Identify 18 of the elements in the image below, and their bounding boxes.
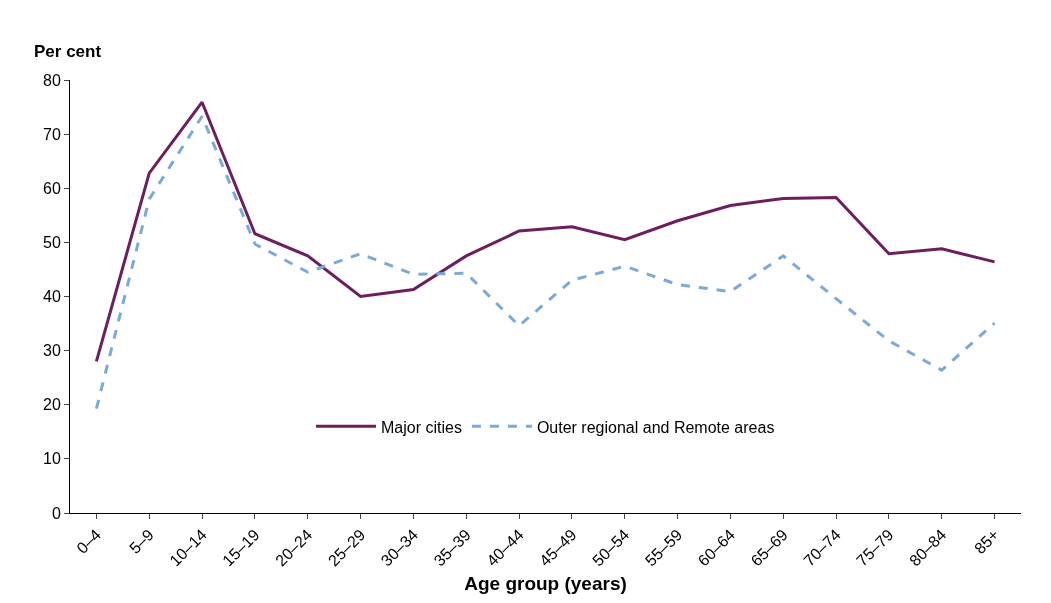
- y-tick-label: 30: [43, 342, 61, 360]
- y-tick-label: 20: [43, 396, 61, 414]
- y-tick-label: 10: [43, 450, 61, 468]
- y-tick-label: 80: [43, 71, 61, 89]
- x-tick-label: 5–9: [126, 525, 158, 557]
- line-series: [94, 114, 997, 411]
- legend-label: Major cities: [381, 418, 462, 436]
- y-tick-label: 60: [43, 179, 61, 197]
- x-tick-label: 85+: [971, 525, 1003, 558]
- line-series: [94, 100, 997, 363]
- x-axis-title: Age group (years): [464, 573, 627, 595]
- y-axis-title: Per cent: [34, 42, 102, 61]
- y-tick-label: 50: [43, 233, 61, 251]
- x-tick-label: 0–4: [73, 525, 105, 557]
- y-tick-label: 40: [43, 288, 61, 306]
- legend-label: Outer regional and Remote areas: [536, 418, 775, 436]
- y-tick-label: 70: [43, 125, 61, 143]
- y-tick-label: 0: [51, 504, 61, 522]
